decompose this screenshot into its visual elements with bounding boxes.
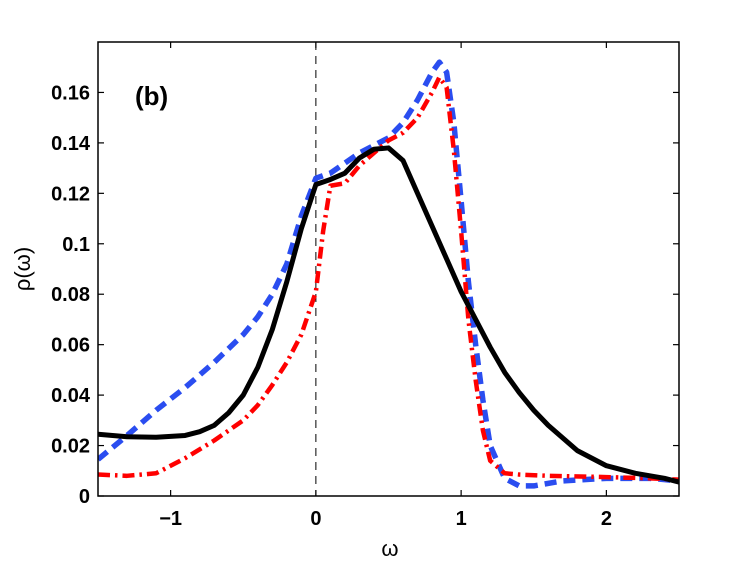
x-tick-label: 2 [601, 508, 612, 530]
panel-label: (b) [135, 81, 168, 111]
y-tick-label: 0.16 [51, 82, 90, 104]
y-tick-label: 0.14 [51, 133, 91, 155]
plot-background [98, 42, 679, 496]
x-tick-label: −1 [159, 508, 182, 530]
y-tick-label: 0.08 [51, 284, 90, 306]
y-tick-label: 0.02 [51, 436, 90, 458]
series-line-red-dash-dot [98, 75, 679, 482]
series-line-black-solid [98, 145, 679, 485]
series-layer [98, 59, 679, 489]
x-tick-label: 1 [456, 508, 467, 530]
x-axis-title: ω [381, 536, 398, 561]
y-tick-label: 0.06 [51, 335, 90, 357]
y-axis-title: ρ(ω) [10, 247, 35, 291]
series-line-blue-dashed [98, 59, 679, 489]
y-tick-label: 0.04 [51, 385, 91, 407]
tick-layer: −1 0 1 2 0 0.02 0.04 0.06 0.08 0.1 0.12 0.14 0.16 [51, 42, 679, 530]
y-tick-label: 0 [79, 486, 90, 508]
y-tick-label: 0.12 [51, 183, 90, 205]
y-tick-label: 0.1 [62, 234, 90, 256]
x-tick-label: 0 [310, 508, 321, 530]
plot-frame [97, 41, 680, 497]
